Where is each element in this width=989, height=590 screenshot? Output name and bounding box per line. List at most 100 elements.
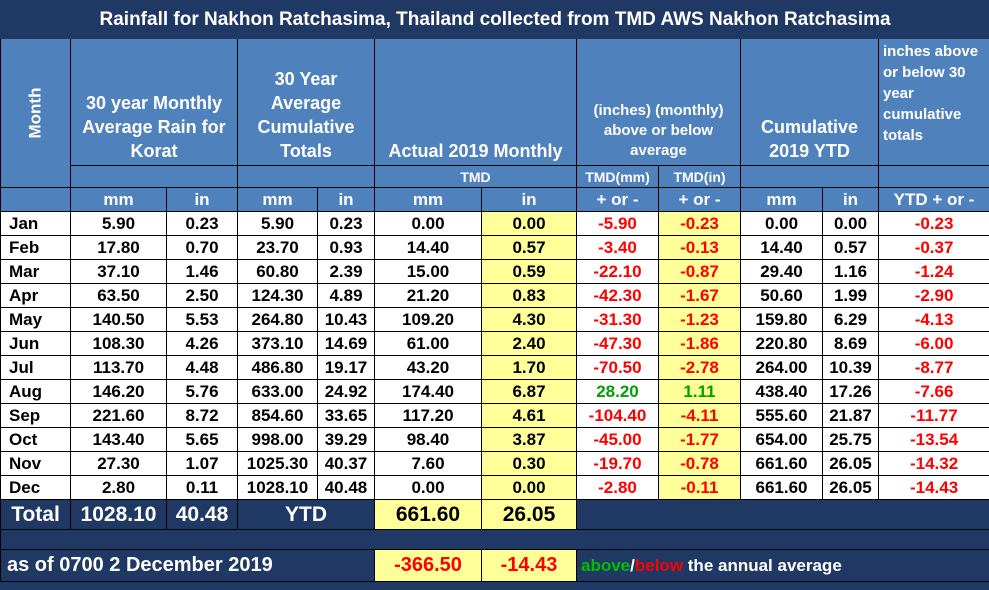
- avg-mm-cell: 113.70: [70, 355, 167, 380]
- ytd-mm-cell: 654.00: [740, 427, 823, 452]
- avg-mm-cell: 37.10: [70, 259, 167, 284]
- avg-in-cell: 8.72: [166, 403, 238, 428]
- diff-mm-cell: -3.40: [576, 235, 659, 260]
- cum-mm-cell: 998.00: [237, 427, 318, 452]
- ytd-in-cell: 8.69: [822, 331, 879, 356]
- cum-mm-cell: 264.80: [237, 307, 318, 332]
- diff-in-cell: 1.11: [658, 379, 741, 404]
- diff-in-cell: -0.23: [658, 211, 741, 236]
- total-actual-in: 26.05: [481, 499, 577, 530]
- month-cell: Jun: [0, 331, 71, 356]
- page-title: Rainfall for Nakhon Ratchasima, Thailand…: [0, 0, 989, 39]
- blank-subheader: [877, 165, 989, 188]
- diff-in-cell: -1.86: [658, 331, 741, 356]
- cum-in-cell: 0.93: [317, 235, 375, 260]
- diff-mm-cell: -47.30: [576, 331, 659, 356]
- unit-plus-minus: + or -: [576, 187, 659, 212]
- ytd-in-cell: 21.87: [822, 403, 879, 428]
- unit-mm: mm: [70, 187, 167, 212]
- ytd-in-cell: 17.26: [822, 379, 879, 404]
- actual-mm-cell: 14.40: [374, 235, 482, 260]
- cum-in-cell: 0.23: [317, 211, 375, 236]
- avg-in-cell: 1.07: [166, 451, 238, 476]
- total-avg-mm: 1028.10: [70, 499, 167, 530]
- ytd-mm-cell: 555.60: [740, 403, 823, 428]
- table-row: Mar 37.10 1.46 60.80 2.39 15.00 0.59 -22.10 -0.8…: [0, 259, 989, 284]
- diff-monthly-header: (inches) (monthly) above or below averag…: [576, 38, 741, 166]
- ytd-mm-cell: 0.00: [740, 211, 823, 236]
- month-cell: Sep: [0, 403, 71, 428]
- cum-in-cell: 24.92: [317, 379, 375, 404]
- cum-in-cell: 19.17: [317, 355, 375, 380]
- ytd-diff-cell: -7.66: [877, 379, 989, 404]
- diff-mm-cell: -19.70: [576, 451, 659, 476]
- table-row: Dec 2.80 0.11 1028.10 40.48 0.00 0.00 -2.80 -0.1…: [0, 475, 989, 500]
- avg-in-cell: 0.11: [166, 475, 238, 500]
- actual-monthly-header: Actual 2019 Monthly: [374, 38, 577, 166]
- month-cell: Jul: [0, 355, 71, 380]
- cum-mm-cell: 854.60: [237, 403, 318, 428]
- ytd-mm-cell: 29.40: [740, 259, 823, 284]
- actual-mm-cell: 117.20: [374, 403, 482, 428]
- ytd-mm-cell: 50.60: [740, 283, 823, 308]
- diff-mm-cell: -45.00: [576, 427, 659, 452]
- avg-mm-cell: 5.90: [70, 211, 167, 236]
- month-cell: Dec: [0, 475, 71, 500]
- note-slash: /: [630, 555, 635, 575]
- actual-in-cell: 0.30: [481, 451, 577, 476]
- ytd-diff-cell: -2.90: [877, 283, 989, 308]
- actual-in-cell: 0.59: [481, 259, 577, 284]
- avg-in-cell: 4.26: [166, 331, 238, 356]
- diff-in-cell: -0.87: [658, 259, 741, 284]
- ytd-mm-cell: 661.60: [740, 475, 823, 500]
- blank-subheader: [237, 165, 375, 188]
- diff-in-cell: -1.67: [658, 283, 741, 308]
- avg-mm-cell: 63.50: [70, 283, 167, 308]
- unit-in: in: [822, 187, 879, 212]
- ytd-diff-cell: -14.43: [877, 475, 989, 500]
- ytd-in-cell: 1.16: [822, 259, 879, 284]
- actual-in-cell: 0.00: [481, 475, 577, 500]
- actual-in-cell: 2.40: [481, 331, 577, 356]
- diff-in-cell: -1.77: [658, 427, 741, 452]
- annual-diff-in: -14.43: [481, 549, 577, 582]
- actual-in-cell: 0.00: [481, 211, 577, 236]
- as-of-date: as of 0700 2 December 2019: [0, 549, 375, 582]
- total-actual-mm: 661.60: [374, 499, 482, 530]
- diff-mm-cell: -2.80: [576, 475, 659, 500]
- legend-note: above/below the annual average: [575, 549, 989, 582]
- ytd-label: YTD: [237, 499, 375, 530]
- diff-in-cell: -2.78: [658, 355, 741, 380]
- ytd-in-cell: 26.05: [822, 475, 879, 500]
- ytd-in-cell: 6.29: [822, 307, 879, 332]
- cum-in-cell: 2.39: [317, 259, 375, 284]
- avg-mm-cell: 221.60: [70, 403, 167, 428]
- actual-in-cell: 0.83: [481, 283, 577, 308]
- table-row: Jul 113.70 4.48 486.80 19.17 43.20 1.70 -70.50-…: [0, 355, 989, 380]
- month-cell: Aug: [0, 379, 71, 404]
- blank-subheader: [740, 165, 879, 188]
- blank-unit-cell: [0, 187, 71, 212]
- actual-mm-cell: 21.20: [374, 283, 482, 308]
- month-cell: May: [0, 307, 71, 332]
- month-cell: Apr: [0, 283, 71, 308]
- note-rest: the annual average: [683, 555, 842, 575]
- unit-ytd-plus-minus: YTD + or -: [877, 187, 989, 212]
- cum-in-cell: 40.48: [317, 475, 375, 500]
- cum-in-cell: 10.43: [317, 307, 375, 332]
- ytd-diff-cell: -0.23: [877, 211, 989, 236]
- cum-mm-cell: 633.00: [237, 379, 318, 404]
- table-row: Feb 17.80 0.70 23.70 0.93 14.40 0.57 -3.40 -0.13…: [0, 235, 989, 260]
- diff-in-cell: -1.23: [658, 307, 741, 332]
- avg-in-cell: 1.46: [166, 259, 238, 284]
- month-cell: Jan: [0, 211, 71, 236]
- ytd-mm-cell: 661.60: [740, 451, 823, 476]
- diff-mm-cell: -104.40: [576, 403, 659, 428]
- ytd-mm-cell: 264.00: [740, 355, 823, 380]
- table-row: Aug 146.20 5.76 633.00 24.92 174.40 6.87 28.20 1…: [0, 379, 989, 404]
- avg-mm-cell: 2.80: [70, 475, 167, 500]
- diff-cumulative-header: inches above or below 30 year cumulative…: [877, 38, 989, 166]
- cumulative-ytd-header: Cumulative 2019 YTD: [740, 38, 879, 166]
- ytd-in-cell: 1.99: [822, 283, 879, 308]
